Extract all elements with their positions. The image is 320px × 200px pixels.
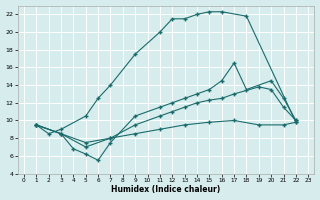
X-axis label: Humidex (Indice chaleur): Humidex (Indice chaleur) — [111, 185, 221, 194]
